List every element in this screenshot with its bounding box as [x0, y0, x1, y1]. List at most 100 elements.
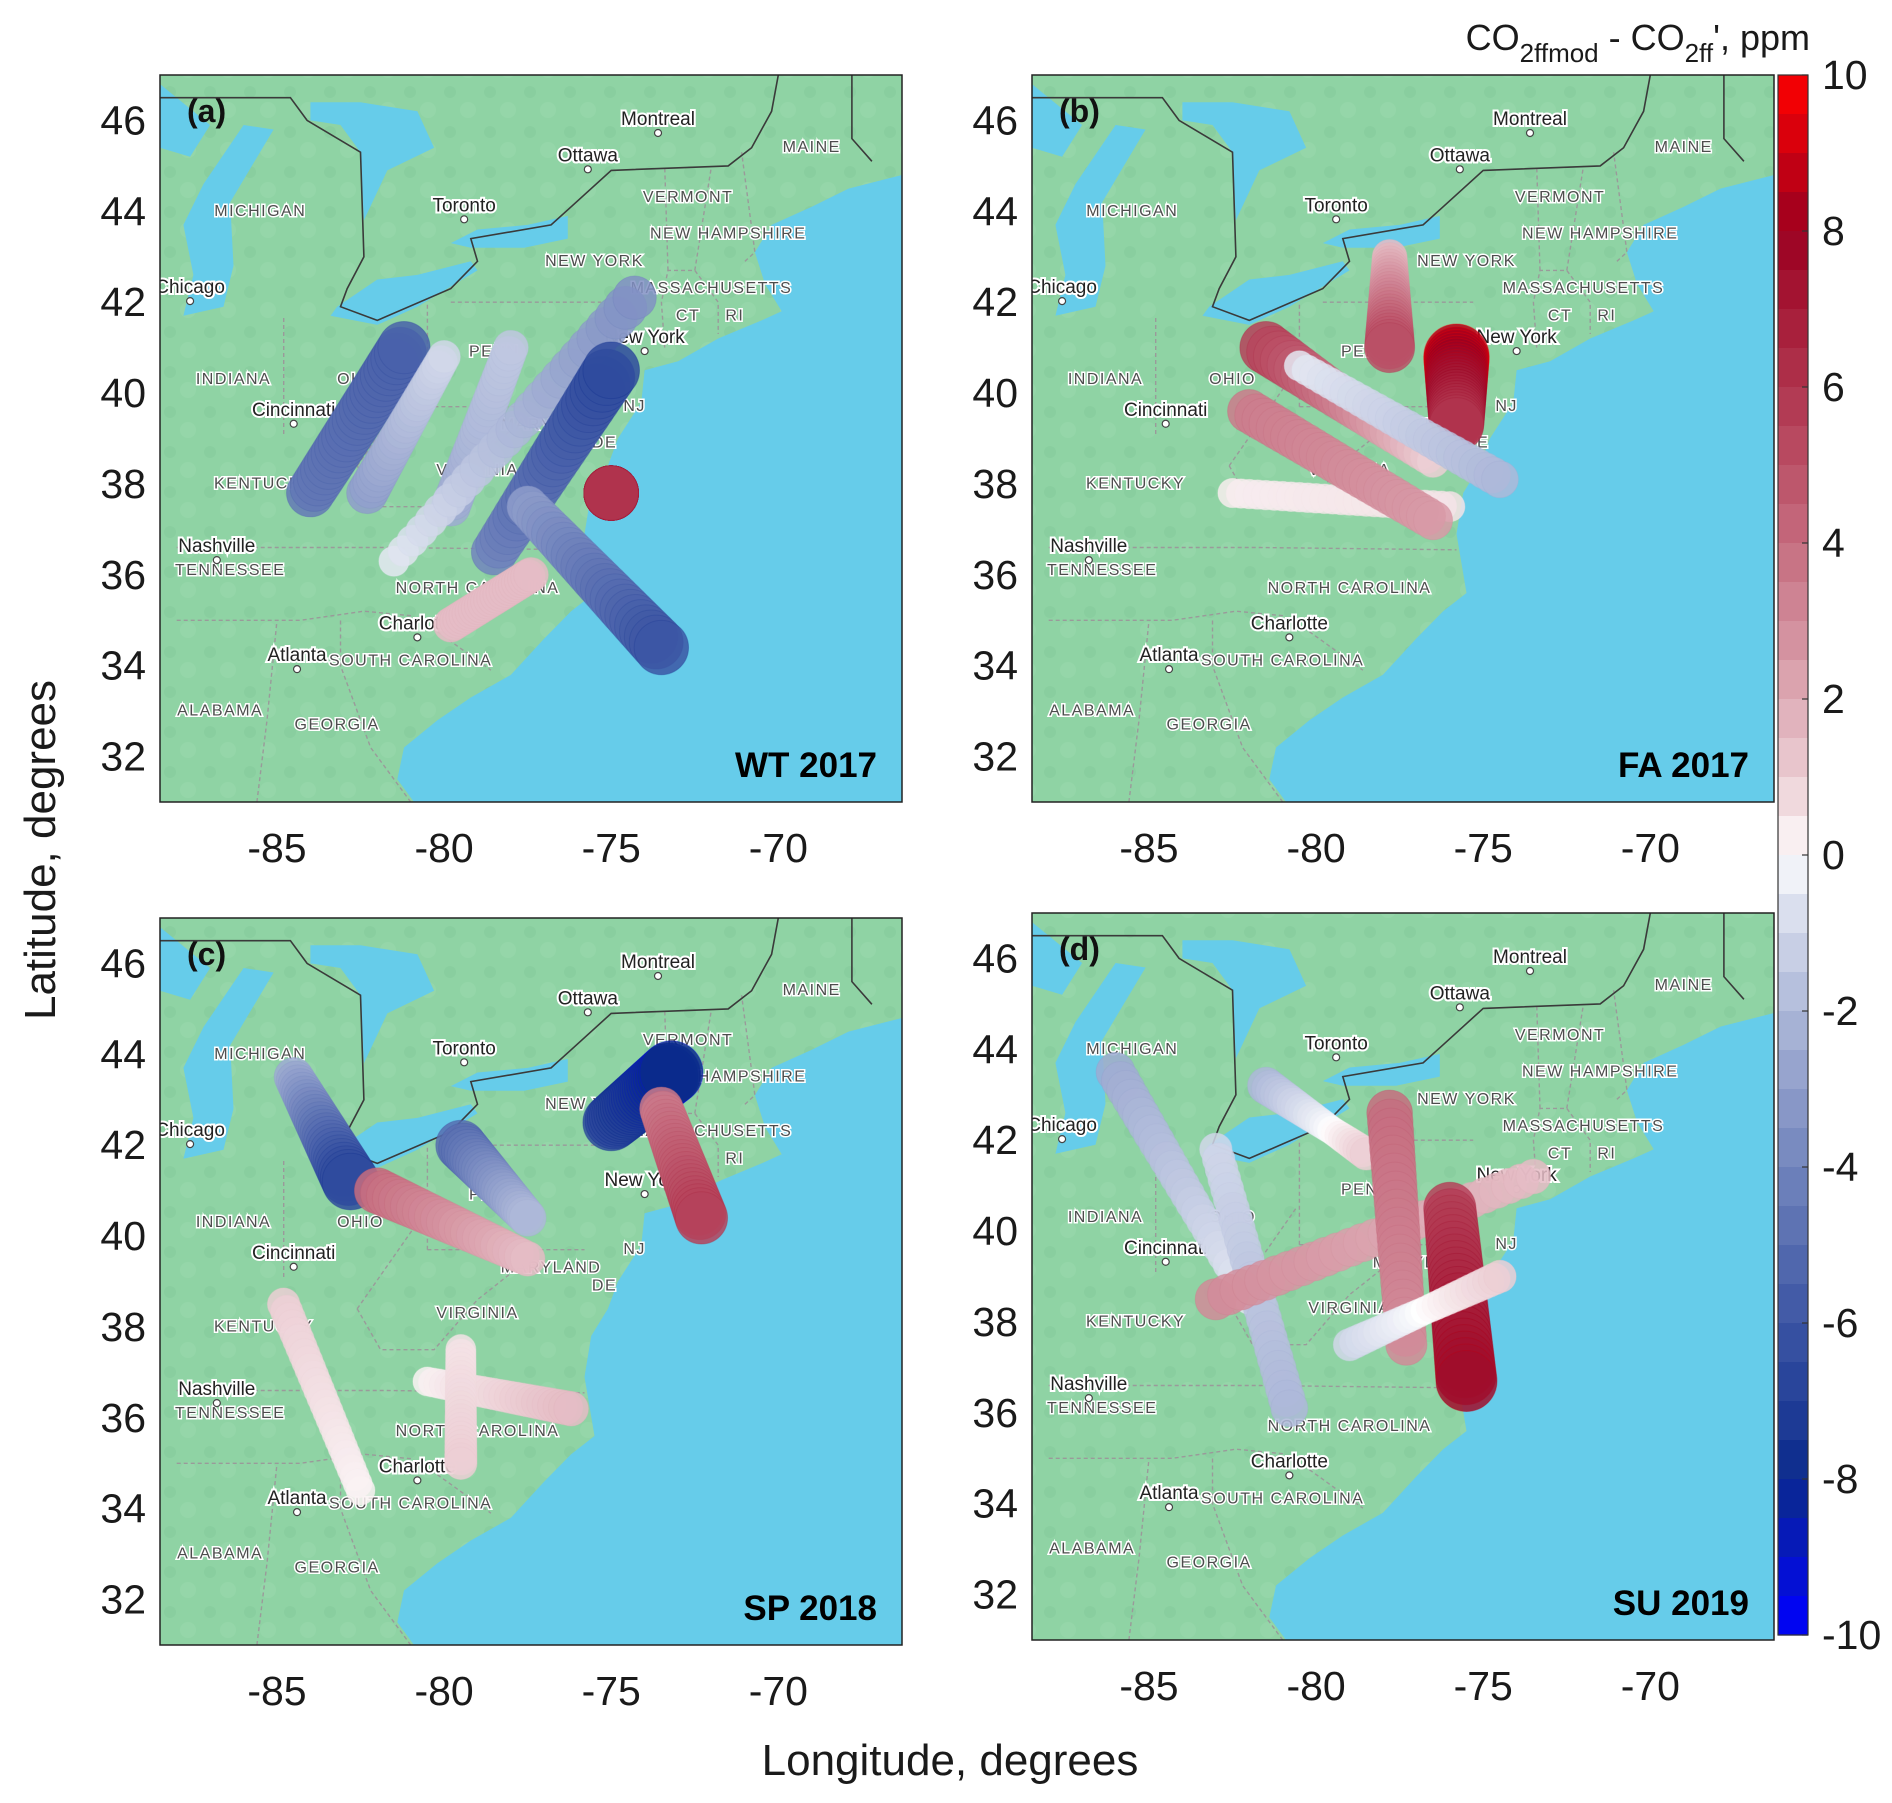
city-label: Chicago: [1027, 277, 1097, 298]
state-boundary: [339, 1463, 412, 1645]
state-label: CT: [1548, 1145, 1572, 1162]
state-boundary: [1532, 269, 1591, 348]
flight-tracks: [1095, 1052, 1552, 1428]
state-label: SOUTH CAROLINA: [1201, 653, 1364, 670]
state-label: RI: [725, 307, 744, 324]
city-marker: [1525, 966, 1535, 976]
x-tick-label: -85: [247, 825, 306, 871]
flight-tracks: [266, 1040, 729, 1506]
colorbar-tick-label: 2: [1822, 676, 1845, 722]
city-marker: [1161, 1257, 1170, 1266]
great-lake: [183, 968, 274, 1159]
state-label: MASSACHUSETTS: [1503, 280, 1665, 297]
state-label: ALABAMA: [1049, 1541, 1135, 1558]
city-label: Atlanta: [267, 1488, 327, 1509]
city-label: New York: [1476, 327, 1557, 348]
state-boundary: [694, 165, 713, 271]
colorbar-tick-label: 10: [1822, 52, 1868, 98]
great-lake: [160, 927, 211, 1000]
y-tick-label: 40: [972, 1208, 1018, 1254]
city-label: Atlanta: [1139, 1483, 1199, 1504]
colorbar-segment: [1778, 816, 1808, 856]
atlantic-ocean: [397, 175, 902, 802]
y-tick-label: 46: [972, 935, 1018, 981]
flight-point: [377, 321, 431, 375]
city-label: Charlotte: [379, 1456, 456, 1477]
state-label: MICHIGAN: [214, 1046, 306, 1063]
state-boundary: [1048, 546, 1457, 551]
state-label: KENTUCKY: [1086, 1313, 1185, 1330]
flight-point: [1481, 460, 1519, 499]
state-label: RI: [1597, 1145, 1616, 1162]
flight-point: [508, 1198, 547, 1237]
x-tick-label: -75: [582, 1668, 641, 1714]
city-marker: [640, 346, 649, 356]
colorbar-title: CO2ffmod - CO2ff', ppm: [1466, 17, 1810, 68]
colorbar-segment: [1778, 270, 1808, 310]
y-tick-label: 42: [100, 1122, 146, 1168]
city-label: Cincinnati: [1124, 400, 1207, 421]
city-label: Montreal: [621, 109, 695, 130]
colorbar-segment: [1778, 1245, 1808, 1285]
country-border: [851, 75, 873, 162]
y-tick-label: 36: [100, 552, 146, 598]
city-label: Chicago: [1027, 1115, 1097, 1136]
state-boundary: [1211, 620, 1284, 802]
state-label: GEORGIA: [295, 716, 380, 733]
colorbar: 10 8 6 4 2 0 -2 -4 -6 -8 -10: [1777, 52, 1881, 1658]
state-label: OHIO: [1209, 371, 1256, 388]
state-label: GEORGIA: [1167, 716, 1252, 733]
y-tick-label: 46: [100, 97, 146, 143]
state-label: SOUTH CAROLINA: [1201, 1491, 1364, 1508]
city-marker: [1332, 215, 1341, 224]
great-lake: [310, 945, 435, 1064]
great-lake: [1032, 84, 1083, 157]
base-map: MAINE VERMONT MICHIGAN NEW HAMPSHIRE NEW YOR…: [1027, 913, 1774, 1640]
y-tick-label: 40: [972, 370, 1018, 416]
y-tick-label: 42: [100, 279, 146, 325]
state-label: NORTH CAROLINA: [396, 1423, 560, 1440]
flight-point: [582, 341, 641, 400]
great-lake: [1182, 102, 1307, 221]
city-marker: [292, 665, 302, 674]
y-tick-label: 32: [100, 1577, 146, 1623]
flight-point: [513, 557, 549, 593]
colorbar-segment: [1778, 582, 1808, 622]
state-label: VIRGINIA: [1308, 1300, 1390, 1317]
colorbar-segment: [1778, 1323, 1808, 1363]
colorbar-segment: [1778, 1518, 1808, 1558]
panel-season-label: FA 2017: [1618, 746, 1749, 785]
y-tick-label: 40: [100, 370, 146, 416]
great-lake: [183, 125, 274, 316]
panel-season-label: SU 2019: [1613, 1584, 1749, 1623]
state-label: INDIANA: [196, 1214, 271, 1231]
city-marker: [413, 633, 422, 642]
city-marker: [1285, 633, 1294, 642]
city-label: Charlotte: [1251, 1451, 1328, 1472]
state-label: GEORGIA: [1167, 1554, 1252, 1571]
colorbar-segment: [1778, 1401, 1808, 1441]
state-label: RI: [725, 1150, 744, 1167]
colorbar-segment: [1778, 1557, 1808, 1597]
y-tick-label: 40: [100, 1213, 146, 1259]
y-tick-label: 32: [100, 734, 146, 780]
state-label: MAINE: [783, 139, 841, 156]
state-label: INDIANA: [1068, 1209, 1143, 1226]
x-tick-label: -75: [1454, 825, 1513, 871]
city-label: Atlanta: [267, 645, 327, 666]
state-label: INDIANA: [196, 371, 271, 388]
state-boundary: [660, 269, 719, 348]
state-label: TENNESSEE: [175, 1405, 285, 1422]
colorbar-segment: [1778, 1050, 1808, 1090]
flight-point: [1483, 1259, 1517, 1294]
colorbar-segment: [1778, 933, 1808, 973]
city-marker: [289, 1262, 298, 1271]
flight-point: [493, 329, 529, 366]
state-label: GEORGIA: [295, 1559, 380, 1576]
state-label: SOUTH CAROLINA: [329, 653, 492, 670]
state-label: INDIANA: [1068, 371, 1143, 388]
colorbar-tick-label: 4: [1822, 520, 1845, 566]
colorbar-segment: [1778, 1011, 1808, 1051]
flight-point: [1435, 1350, 1498, 1413]
